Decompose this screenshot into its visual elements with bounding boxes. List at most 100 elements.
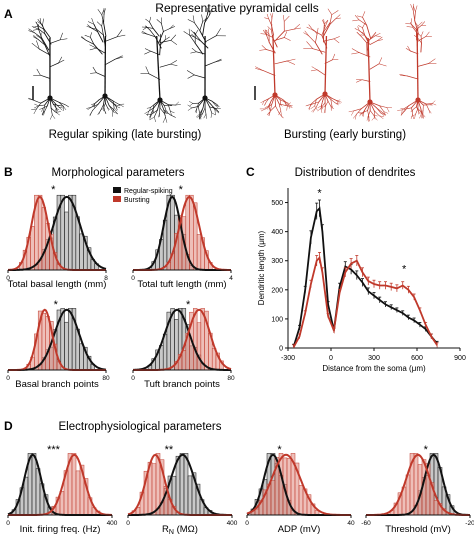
dendrite-segment	[203, 113, 207, 119]
dendrite-segment	[40, 74, 51, 79]
dendrite-segment	[145, 25, 151, 31]
dendrite-segment	[323, 26, 328, 33]
dendrite-segment	[333, 38, 340, 44]
dendrite-segment	[428, 58, 436, 64]
dendrite-segment	[400, 108, 406, 110]
x-tick-label: 4	[229, 275, 233, 282]
dendrite-segment	[103, 22, 107, 37]
histogram-bar	[68, 308, 73, 371]
dendrite-segment	[335, 14, 341, 20]
dendrite-segment	[39, 108, 43, 110]
dendrite-segment	[336, 99, 341, 101]
dendrite-segment	[432, 103, 437, 106]
dendrite-segment	[397, 109, 403, 111]
dendrite-segment	[148, 107, 155, 112]
dendrite-segment	[378, 57, 383, 65]
dendrite-segment	[41, 108, 43, 112]
dendrite-segment	[380, 112, 385, 117]
histogram-bar	[196, 322, 202, 371]
dendrite-segment	[376, 107, 382, 114]
dendrite-segment	[41, 37, 50, 51]
dendrite-segment	[329, 18, 336, 25]
dendrite-segment	[28, 30, 35, 33]
dendrite-segment	[271, 24, 273, 31]
dendrite-segment	[377, 36, 383, 41]
dendrite-segment	[33, 35, 39, 40]
dendrite-segment	[259, 49, 267, 51]
dendrite-segment	[145, 66, 150, 75]
dendrite-segment	[169, 26, 176, 29]
histogram-bar	[60, 194, 65, 271]
dendrite-segment	[284, 31, 288, 38]
dendrite-segment	[373, 110, 380, 117]
dendrite-segment	[149, 107, 151, 111]
soma	[47, 95, 53, 101]
dendrite-segment	[104, 109, 106, 114]
dendrite-segment	[351, 48, 360, 53]
x-tick-label: 0	[245, 520, 249, 527]
dendrite-segment	[101, 9, 105, 16]
dendrite-segment	[432, 100, 436, 104]
dendrite-segment	[379, 115, 384, 119]
dendrite-segment	[267, 26, 272, 31]
dendrite-segment	[264, 17, 269, 20]
x-axis-label-unit: (MΩ)	[174, 524, 198, 535]
dendrite-segment	[324, 20, 329, 27]
dendrite-segment	[374, 116, 378, 121]
histogram-firing-freq: 0 400 Init. firing freq. (Hz) ***	[6, 444, 118, 535]
dendrite-segment	[314, 42, 323, 55]
dendrite-segment	[162, 117, 166, 123]
dendrite-segment	[265, 104, 273, 110]
dendrite-segment	[87, 106, 92, 110]
dendrite-segment	[286, 102, 291, 106]
dendrite-segment	[414, 35, 418, 39]
dendrite-segment	[410, 114, 413, 119]
dendrite-segment	[199, 113, 202, 120]
dendrite-segment	[175, 104, 181, 106]
soma	[272, 92, 278, 98]
dendrite-segment	[367, 39, 370, 51]
dendrite-segment	[55, 112, 60, 116]
dendrite-segment	[187, 19, 195, 23]
dendrite-segment	[204, 15, 210, 24]
dendrite-segment	[215, 108, 220, 113]
dendrite-segment	[312, 107, 316, 113]
dendrite-segment	[58, 56, 63, 64]
dendrite-segment	[310, 99, 317, 105]
legend-swatch	[113, 187, 121, 193]
histogram-bar	[270, 480, 276, 516]
dendrite-segment	[199, 107, 204, 114]
dendrite-segment	[146, 107, 151, 109]
dendrite-segment	[268, 28, 270, 35]
dendrite-segment	[428, 109, 432, 114]
dendrite-segment	[49, 62, 59, 68]
dendrite-segment	[261, 45, 267, 50]
dendrite-segment	[36, 102, 42, 110]
dendrite-segment	[116, 29, 123, 38]
dendrite-segment	[116, 34, 126, 38]
dendrite-segment	[58, 59, 65, 64]
dendrite-segment	[311, 66, 318, 71]
dendrite-segment	[112, 100, 120, 105]
histogram-threshold: -60 -20 Threshold (mV) *	[361, 444, 474, 535]
dendrite-segment	[194, 108, 197, 113]
dendrite-segment	[323, 108, 326, 114]
dendrite-segment	[170, 110, 172, 116]
histogram-bar	[23, 476, 29, 516]
dendrite-segment	[377, 39, 383, 41]
dendrite-segment	[95, 47, 106, 54]
dendrite-segment	[270, 29, 273, 38]
dendrite-segment	[417, 63, 429, 67]
dendrite-segment	[286, 58, 296, 62]
dendrite-segment	[90, 72, 97, 74]
dendrite-segment	[321, 34, 328, 49]
dendrite-segment	[44, 33, 52, 45]
dendrite-segment	[42, 105, 48, 109]
dendrite-segment	[149, 29, 156, 38]
dendrite-segment	[175, 101, 179, 106]
dendrite-segment	[91, 103, 95, 107]
panel-a-title: Representative pyramidal cells	[155, 1, 318, 15]
dendrite-segment	[113, 109, 118, 114]
x-tick-label: -300	[281, 355, 295, 362]
dendrite-segment	[294, 27, 302, 30]
